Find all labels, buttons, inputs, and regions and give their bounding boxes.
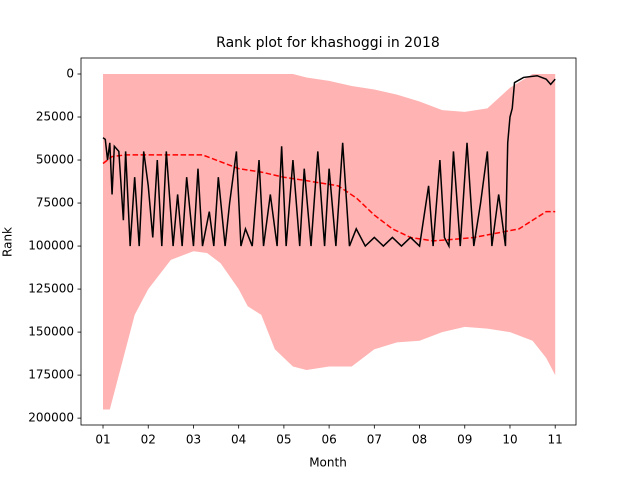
y-tick-label: 200000	[28, 411, 74, 425]
y-axis-label: Rank	[1, 227, 15, 257]
x-tick-label: 02	[141, 433, 156, 447]
x-tick-label: 06	[321, 433, 336, 447]
y-tick-label: 100000	[28, 239, 74, 253]
y-tick-label: 25000	[36, 110, 74, 124]
x-tick-label: 01	[95, 433, 110, 447]
plot-frame	[80, 57, 577, 426]
y-tick-label: 175000	[28, 368, 74, 382]
x-tick-label: 10	[502, 433, 517, 447]
x-tick-label: 04	[231, 433, 246, 447]
y-tick-label: 125000	[28, 282, 74, 296]
x-tick-label: 07	[367, 433, 382, 447]
y-tick-label: 150000	[28, 325, 74, 339]
x-tick-label: 05	[276, 433, 291, 447]
x-tick-label: 08	[412, 433, 427, 447]
y-tick-label: 75000	[36, 196, 74, 210]
x-tick-label: 03	[186, 433, 201, 447]
x-tick-label: 09	[457, 433, 472, 447]
x-axis-label: Month	[309, 456, 347, 470]
series-line	[102, 154, 556, 242]
series-line	[102, 74, 556, 249]
x-tick-label: 11	[548, 433, 563, 447]
y-tick-label: 0	[66, 67, 74, 81]
range-band	[103, 74, 556, 410]
chart-title: Rank plot for khashoggi in 2018	[216, 35, 440, 51]
y-tick-label: 50000	[36, 153, 74, 167]
